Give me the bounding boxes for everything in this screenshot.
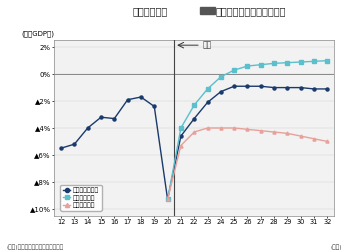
Text: シナリオ別: シナリオ別: [133, 6, 168, 16]
Text: (年度): (年度): [331, 244, 342, 250]
Text: 国・地方の基礎的財政収支: 国・地方の基礎的財政収支: [215, 6, 286, 16]
Text: 予測: 予測: [202, 41, 211, 50]
Text: 国: 国: [205, 6, 210, 15]
Text: (名目GDP比): (名目GDP比): [21, 30, 54, 37]
Legend: メインシナリオ, 楽観シナリオ, 悲観シナリオ: メインシナリオ, 楽観シナリオ, 悲観シナリオ: [60, 185, 102, 211]
Text: (資料)内閣府「国民経済計算年報」: (資料)内閣府「国民経済計算年報」: [7, 244, 64, 250]
